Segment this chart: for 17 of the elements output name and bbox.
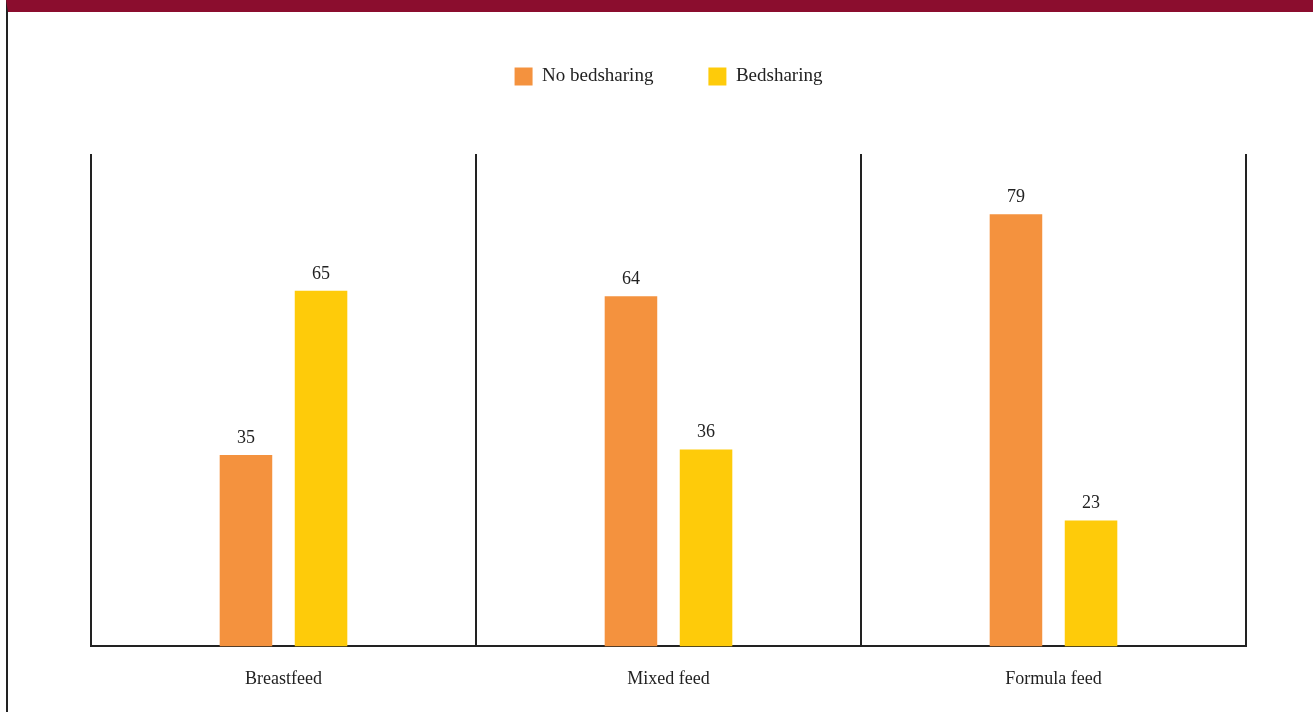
data-label: 36: [697, 421, 716, 442]
x-tick-label: Breastfeed: [245, 667, 322, 688]
legend-label: Bedsharing: [735, 64, 823, 86]
bar: [294, 290, 348, 647]
data-label: 35: [236, 426, 255, 447]
bar: [989, 214, 1043, 647]
bar: [219, 454, 273, 647]
data-label: 23: [1082, 492, 1101, 513]
x-tick-label: Mixed feed: [627, 667, 710, 688]
bar: [604, 296, 658, 647]
bar: [679, 449, 733, 647]
data-label: 79: [1006, 185, 1025, 206]
bar: [1064, 520, 1118, 647]
x-tick-label: Formula feed: [1005, 667, 1102, 688]
legend-label: No bedsharing: [542, 64, 654, 86]
data-label: 65: [312, 262, 331, 283]
data-label: 64: [621, 267, 640, 288]
